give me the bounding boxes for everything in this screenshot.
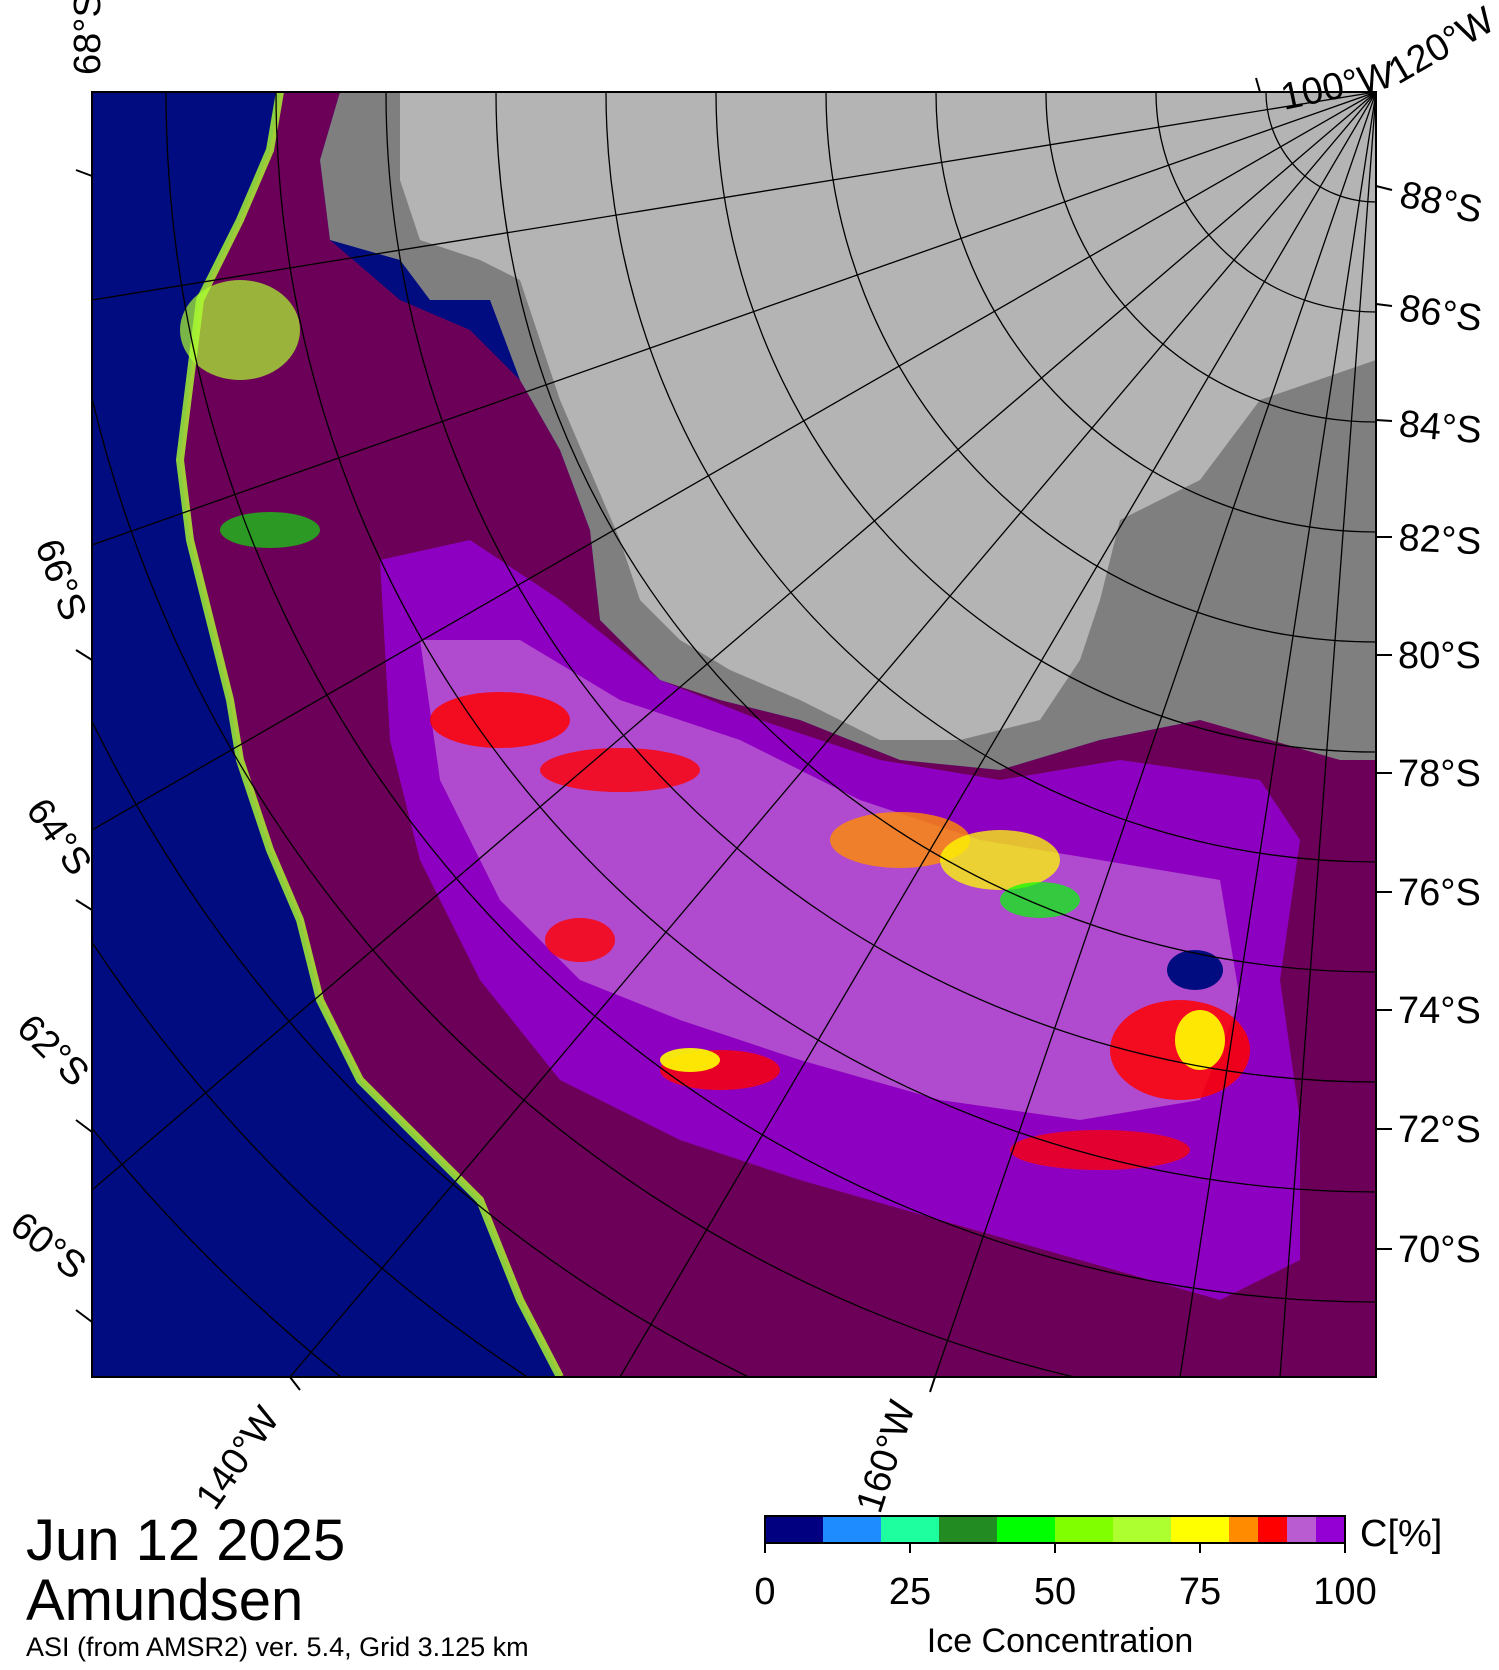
map-date: Jun 12 2025 [26, 1508, 346, 1573]
colorbar: 0 25 50 75 100 C[%] Ice Concentration [754, 1513, 1442, 1660]
map-frame [91, 91, 1377, 1378]
lat-label-74: 74°S [1398, 990, 1481, 1032]
colorbar-cell [765, 1516, 823, 1543]
lon-label-140: 140°W [188, 1399, 288, 1517]
lon-label-160: 160°W [849, 1396, 924, 1518]
land [400, 92, 1376, 740]
colorbar-cell [1287, 1516, 1316, 1543]
lat-label-66: 66°S [27, 534, 95, 626]
polynya [1167, 950, 1223, 990]
lon-ticks-bottom [289, 1376, 936, 1393]
colorbar-cell [881, 1516, 939, 1543]
lat-label-82: 82°S [1398, 517, 1483, 563]
ice-edge-patch [180, 280, 300, 380]
lat-ticks-right [1375, 185, 1393, 1250]
product-info: ASI (from AMSR2) ver. 5.4, Grid 3.125 km [26, 1632, 529, 1662]
colorbar-cell [1171, 1516, 1229, 1543]
longitude-labels-top: 100°W 120°W [1277, 0, 1499, 119]
lat-label-72: 72°S [1398, 1109, 1481, 1151]
colorbar-tick-50: 50 [1034, 1571, 1076, 1613]
lat-label-60: 60°S [2, 1204, 93, 1288]
lat-label-86: 86°S [1397, 287, 1485, 340]
region-name: Amundsen [26, 1568, 304, 1633]
latitude-labels-right: 88°S 86°S 84°S 82°S 80°S 78°S 76°S 74°S … [1396, 174, 1486, 1271]
lat-label-68: 68°S [67, 0, 109, 75]
colorbar-title: Ice Concentration [927, 1622, 1194, 1660]
colorbar-cells [765, 1516, 1345, 1543]
lat-ticks-left [75, 169, 93, 1323]
colorbar-ticks [764, 1543, 1346, 1553]
longitude-labels-bottom: 140°W 160°W [188, 1396, 924, 1518]
colorbar-cell [1113, 1516, 1171, 1543]
ice-edge [175, 92, 564, 1377]
colorbar-tick-75: 75 [1179, 1571, 1221, 1613]
lat-label-70: 70°S [1398, 1229, 1481, 1271]
lat-label-84: 84°S [1397, 403, 1483, 452]
lon-label-120: 120°W [1382, 0, 1499, 93]
colorbar-unit: C[%] [1360, 1513, 1442, 1555]
lat-label-62: 62°S [9, 1007, 97, 1095]
colorbar-cell [939, 1516, 997, 1543]
colorbar-cell [1258, 1516, 1287, 1543]
ice-edge-patch [220, 512, 320, 548]
colorbar-cell [1229, 1516, 1258, 1543]
lat-label-78: 78°S [1398, 753, 1481, 795]
colorbar-tick-0: 0 [754, 1571, 775, 1613]
lat-label-76: 76°S [1398, 872, 1481, 914]
colorbar-cell [997, 1516, 1055, 1543]
lat-label-64: 64°S [18, 791, 100, 883]
colorbar-tick-25: 25 [889, 1571, 931, 1613]
colorbar-cell [1055, 1516, 1113, 1543]
lat-label-80: 80°S [1398, 635, 1481, 677]
lon-ticks-top [1255, 77, 1373, 93]
colorbar-cell [1316, 1516, 1345, 1543]
lat-label-88: 88°S [1396, 174, 1486, 232]
colorbar-tick-100: 100 [1313, 1571, 1376, 1613]
colorbar-cell [823, 1516, 881, 1543]
